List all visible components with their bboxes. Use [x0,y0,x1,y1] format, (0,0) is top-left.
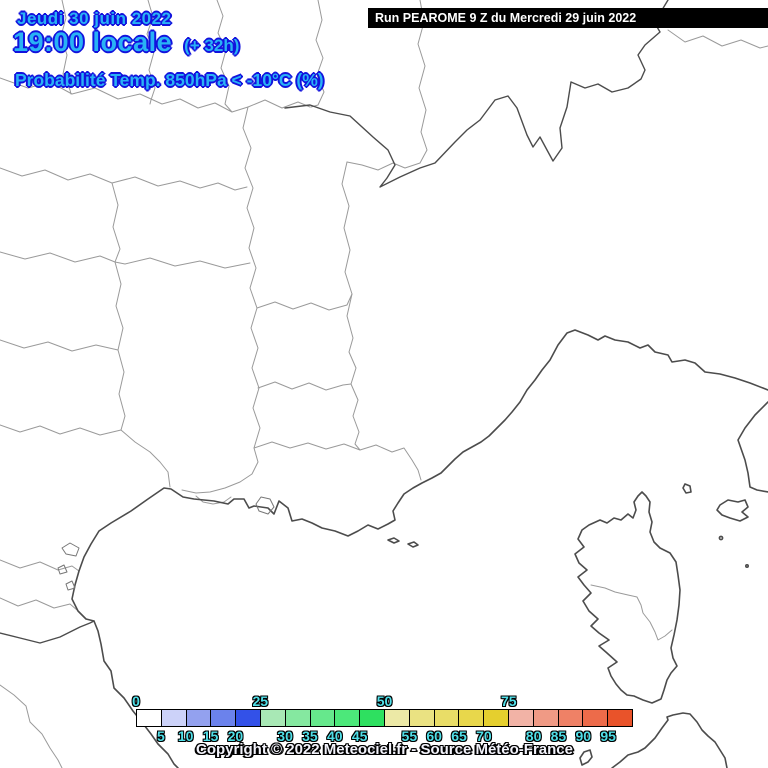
forecast-offset: (+ 32h) [184,36,240,55]
legend-tick-50: 50 [376,693,393,709]
legend-cell-30 [285,710,311,726]
legend-color-bar [136,709,633,727]
legend-tick-45: 45 [351,728,368,744]
legend-cell-80 [533,710,559,726]
legend-tick-75: 75 [500,693,517,709]
legend-tick-40: 40 [327,728,343,744]
legend-cell-65 [459,710,485,726]
copyright-text: Copyright © 2022 Meteociel.fr - Source M… [196,741,573,758]
legend-cell-60 [434,710,460,726]
legend-cell-50 [384,710,410,726]
legend-tick-0: 0 [132,693,140,709]
legend-cell-40 [335,710,361,726]
legend-tick-80: 80 [525,728,542,744]
legend-cell-45 [360,710,385,726]
legend-tick-15: 15 [202,728,219,744]
legend-cell-70 [484,710,509,726]
legend-tick-70: 70 [476,728,492,744]
legend-cell-20 [236,710,261,726]
legend-cell-35 [310,710,336,726]
legend-cell-15 [211,710,237,726]
legend-cell-25 [260,710,286,726]
legend-tick-20: 20 [227,728,244,744]
legend-cell-95 [608,710,632,726]
legend-cell-10 [186,710,212,726]
coastline [71,329,768,768]
legend-tick-10: 10 [177,728,194,744]
legend-tick-90: 90 [575,728,592,744]
forecast-time: 19:00 locale (+ 32h) [13,27,239,58]
legend-tick-25: 25 [252,693,269,709]
legend-tick-95: 95 [600,728,616,744]
legend-cell-55 [409,710,435,726]
legend-cell-85 [558,710,584,726]
legend-cell-90 [583,710,609,726]
forecast-date: Jeudi 30 juin 2022 [17,9,172,28]
legend-tick-60: 60 [426,728,442,744]
legend-tick-85: 85 [550,728,567,744]
forecast-time-value: 19:00 locale [13,27,173,57]
model-run-label: Run PEAROME 9 Z du Mercredi 29 juin 2022 [375,11,637,25]
legend-tick-5: 5 [156,728,165,744]
coastal-lagoons [57,496,275,591]
national-border [0,0,669,644]
legend-cell-75 [508,710,534,726]
italian-coast-islands [387,401,768,768]
corsica [574,491,681,704]
legend-tick-30: 30 [277,728,293,744]
parameter-title: Probabilité Temp. 850hPa < -10°C (%) [15,70,324,90]
probability-legend: Copyright © 2022 Meteociel.fr - Source M… [132,693,633,765]
model-run-bar: Run PEAROME 9 Z du Mercredi 29 juin 2022 [368,8,768,28]
legend-tick-65: 65 [451,728,467,744]
legend-tick-55: 55 [401,728,418,744]
legend-tick-35: 35 [302,728,318,744]
legend-cell-0 [137,710,162,726]
legend-cell-5 [161,710,187,726]
